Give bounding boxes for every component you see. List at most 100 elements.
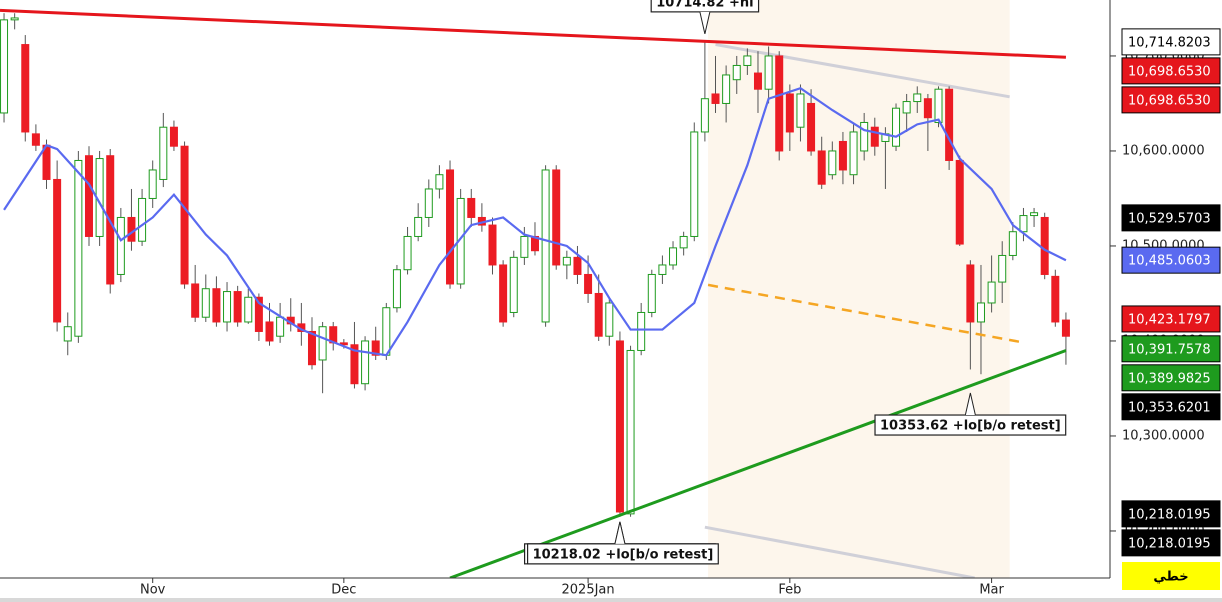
candle-body [350,344,359,385]
candle-body [976,302,985,323]
candle-body [31,133,40,146]
candle-body [711,93,720,104]
candle-body [807,102,816,152]
candle-body [361,340,370,385]
candle-body [615,340,624,513]
price-tag-label: 10,698.6530 [1128,64,1211,79]
price-tag [1121,57,1221,85]
candle-body [934,88,943,123]
trend-line [707,283,1021,344]
annotation-pointer [964,392,976,416]
candle-body [467,197,476,218]
price-tag [1121,86,1221,114]
candle-body [796,93,805,128]
candle-body [785,93,794,133]
candle-body [520,235,529,258]
candle-body [902,101,911,114]
candle-body [318,326,327,361]
trend-line [449,349,1067,580]
candle-body [700,98,709,133]
candle-body [998,254,1007,283]
price-tag [1121,246,1221,274]
y-tick-label: 10,300.0000 [1122,428,1205,443]
x-tick-label: Nov [140,583,166,598]
candle-body [10,17,19,21]
candle-body [658,264,667,275]
candle-body [828,150,837,176]
candle-body [244,296,253,323]
candle-body [392,269,401,309]
candle-body [446,169,455,285]
price-tag [1121,364,1221,392]
candle-body [892,107,901,147]
price-tag-label: 10,529.5703 [1128,211,1211,226]
annotation-text: 10353.62 +lo[b/o retest] [880,419,1061,434]
candle-body [722,74,731,104]
candle-body [307,330,316,366]
candle-body [435,174,444,190]
trend-line [704,525,975,580]
bottom-strip [0,598,1222,602]
trend-line [715,43,1010,99]
price-tag [1121,28,1221,56]
candle-body [679,235,688,249]
candle-body [499,264,508,323]
candle-body [1061,319,1070,337]
candle-body [424,188,433,218]
candle-body [753,72,762,90]
candle-body [1030,212,1039,217]
candle-body [541,169,550,323]
candle-body [966,264,975,323]
price-tag [1121,393,1221,421]
candle-body [201,288,210,318]
shaded-range [708,0,1010,578]
price-tag-label: 10,389.9825 [1128,371,1211,386]
candle-body [414,216,423,237]
candle-body [669,247,678,266]
price-tag [1121,529,1221,557]
candle-body [382,307,391,356]
candle-body [838,140,847,171]
price-tag [1121,305,1221,333]
candle-body [63,326,72,342]
moving-average [3,87,1067,357]
candle-body [212,288,221,323]
candle-body [0,19,9,114]
price-tag-label: 10,353.6201 [1128,400,1211,415]
price-tag-label: 10,698.6530 [1128,93,1211,108]
trend-line [0,8,1066,59]
candle-body [1019,215,1028,233]
candle-body [552,169,561,266]
candle-body [53,178,62,323]
candle-body [116,216,125,275]
candle-body [21,44,30,133]
candle-body [913,93,922,103]
candle-body [637,311,646,351]
candle-body [74,159,83,337]
candle-body [276,316,285,337]
candle-body [1008,231,1017,256]
price-tag-label: 10,485.0603 [1128,254,1211,269]
candle-body [191,283,200,318]
candle-body [180,145,189,285]
mode-button-label[interactable]: خطي [1153,570,1188,585]
candle-body [626,349,635,515]
candle-body [955,159,964,245]
candle-body [775,55,784,152]
candle-body [817,150,826,185]
candle-body [488,224,497,266]
annotation-pointer [614,521,626,544]
candle-body [647,273,656,313]
candle-body [870,126,879,147]
mode-button[interactable] [1122,562,1220,590]
price-tag-label: 10,714.8203 [1128,35,1211,50]
candle-body [584,273,593,294]
candle-body [233,291,242,323]
annotation-pointer [699,11,711,34]
candle-body [860,121,869,152]
price-tag-label: 10,218.0195 [1128,507,1211,522]
candle-body [1040,216,1049,275]
candle-body [1051,275,1060,323]
price-tag [1121,500,1221,528]
